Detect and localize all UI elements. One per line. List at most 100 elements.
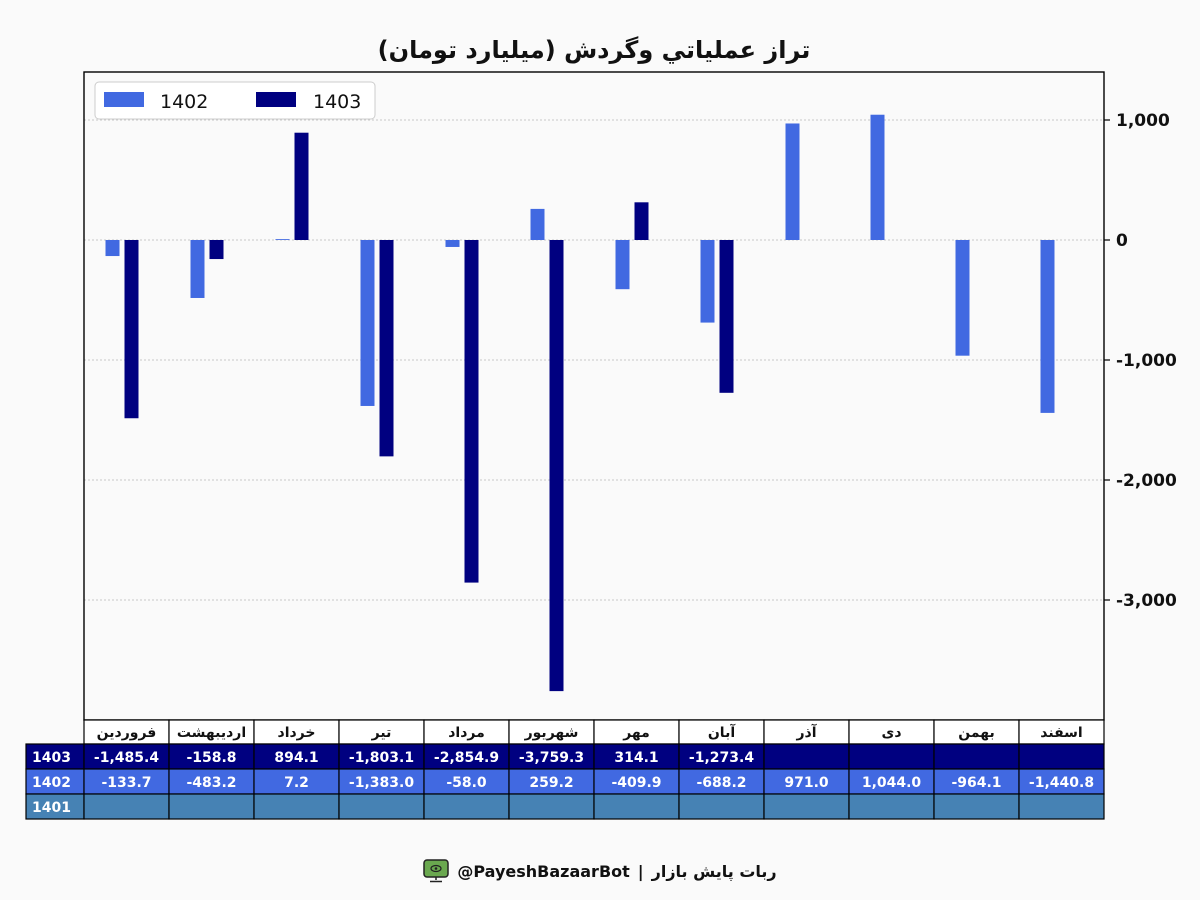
data-table: فروردین اردیبهشت خرداد تیر مرداد شهریور مهر آبا… <box>25 719 1105 820</box>
month-label: مرداد <box>448 725 485 741</box>
plot-frame <box>83 71 1105 721</box>
bar-1402-5 <box>445 240 460 247</box>
table-cell-value: -3,759.3 <box>519 750 584 766</box>
table-cell-value: 971.0 <box>784 775 829 791</box>
table-cell-value: 314.1 <box>614 750 658 766</box>
row-label-cell <box>25 743 85 770</box>
table-cell <box>1018 743 1105 770</box>
legend-label-1403: 1403 <box>313 91 361 113</box>
bot-handle: @PayeshBazaarBot <box>457 861 630 881</box>
bot-name: ربات پایش بازار <box>651 861 777 881</box>
table-cell <box>763 743 850 770</box>
bar-1403-4 <box>379 240 394 457</box>
legend-swatch-1402 <box>104 92 144 107</box>
bar-1402-4 <box>360 240 375 406</box>
table-cell-value: -964.1 <box>951 775 1001 791</box>
bar-1403-2 <box>209 240 224 260</box>
robot-screen-icon <box>423 859 450 883</box>
bar-1402-3 <box>275 239 290 240</box>
month-label: فروردین <box>97 725 157 741</box>
table-cell <box>423 793 510 820</box>
bar-1402-7 <box>615 240 630 290</box>
table-cell-value: 259.2 <box>529 775 573 791</box>
table-header-cell <box>763 719 850 745</box>
bar-1402-6 <box>530 208 545 240</box>
row-label-cell <box>25 793 85 820</box>
table-cell <box>338 743 425 770</box>
table-cell <box>933 743 1020 770</box>
legend-label-1402: 1402 <box>160 91 208 113</box>
bar-1402-12 <box>1040 240 1055 413</box>
table-cell <box>83 743 170 770</box>
y-tick-label: -2,000 <box>1116 471 1177 491</box>
y-tick-label: -1,000 <box>1116 351 1177 371</box>
bar-1402-9 <box>785 123 800 240</box>
table-cell-value: -133.7 <box>101 775 151 791</box>
month-label: اسفند <box>1040 725 1082 741</box>
table-cell <box>763 793 850 820</box>
legend-swatch-1403 <box>256 92 296 107</box>
month-label: آبان <box>708 723 736 741</box>
month-label: اردیبهشت <box>177 725 246 741</box>
legend: 1402 1403 <box>94 81 376 120</box>
table-cell-value: -409.9 <box>611 775 661 791</box>
grid-lines <box>84 119 1104 601</box>
row-year-label: 1403 <box>32 750 71 766</box>
row-year-label: 1402 <box>32 775 71 791</box>
table-header-cell <box>593 719 680 745</box>
table-cell <box>933 793 1020 820</box>
table-cell <box>593 793 680 820</box>
bar-1402-8 <box>700 240 715 323</box>
y-axis: 1,000 0 -1,000 -2,000 -3,000 <box>1104 111 1177 611</box>
y-tick-label: -3,000 <box>1116 591 1177 611</box>
table-cell <box>508 768 595 795</box>
table-cell-value: 894.1 <box>274 750 318 766</box>
table-cell <box>338 768 425 795</box>
table-cell <box>168 768 255 795</box>
bars <box>105 114 1055 692</box>
table-header-cell <box>253 719 340 745</box>
table-cell-value: -1,803.1 <box>349 750 414 766</box>
table-cell <box>1018 768 1105 795</box>
month-label: شهریور <box>524 725 579 741</box>
table-cell <box>253 743 340 770</box>
month-label: بهمن <box>958 725 994 741</box>
bar-1402-2 <box>190 240 205 298</box>
y-tick-label: 1,000 <box>1116 111 1170 131</box>
table-cell <box>1018 793 1105 820</box>
month-label: خرداد <box>278 725 316 741</box>
table-cell-value: 7.2 <box>284 775 309 791</box>
table-cell-value: -158.8 <box>186 750 236 766</box>
footer-separator: | <box>637 861 644 881</box>
table-cell-value: -1,485.4 <box>94 750 159 766</box>
table-header-cell <box>933 719 1020 745</box>
table-header-cell <box>423 719 510 745</box>
month-label: مهر <box>622 725 650 741</box>
table-cell <box>593 743 680 770</box>
table-cell <box>338 793 425 820</box>
bar-1402-11 <box>955 240 970 356</box>
bar-1403-6 <box>549 240 564 692</box>
table-cell-value: -1,273.4 <box>689 750 754 766</box>
month-label: تیر <box>371 725 392 741</box>
table-cell <box>508 743 595 770</box>
table-cell <box>423 743 510 770</box>
footer: @PayeshBazaarBot | ربات پایش بازار <box>0 856 1200 886</box>
bar-1403-5 <box>464 240 479 583</box>
table-cell <box>508 793 595 820</box>
table-cell <box>253 793 340 820</box>
table-cell <box>848 793 935 820</box>
y-tick-label: 0 <box>1116 231 1128 251</box>
table-cell-value: -2,854.9 <box>434 750 499 766</box>
table-cell <box>678 793 765 820</box>
table-cell-value: -483.2 <box>186 775 236 791</box>
month-label: دی <box>881 725 901 741</box>
table-cell-value: -1,383.0 <box>349 775 414 791</box>
month-label: آذر <box>795 723 817 741</box>
table-cell-value: 1,044.0 <box>862 775 922 791</box>
legend-box <box>94 81 376 120</box>
table-cell <box>848 743 935 770</box>
table-cell-value: -1,440.8 <box>1029 775 1094 791</box>
table-cell-value: -58.0 <box>446 775 487 791</box>
